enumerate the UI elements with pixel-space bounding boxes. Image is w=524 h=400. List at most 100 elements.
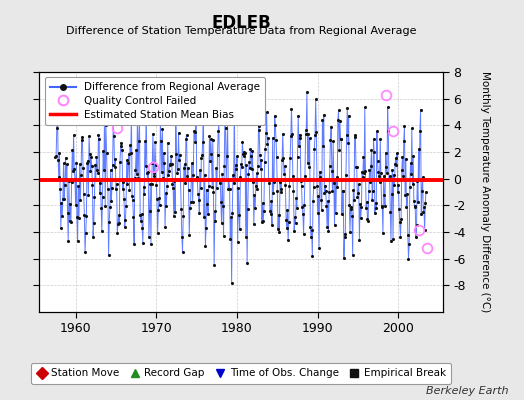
Point <box>139 239 147 246</box>
Point <box>84 192 93 198</box>
Point <box>220 232 228 239</box>
Point <box>330 222 339 228</box>
Point <box>137 211 146 217</box>
Point <box>100 112 108 118</box>
Point <box>347 204 355 210</box>
Point <box>128 192 136 199</box>
Point <box>249 179 257 186</box>
Point <box>163 182 171 189</box>
Point <box>331 176 340 182</box>
Point <box>133 171 141 178</box>
Point <box>130 175 139 181</box>
Point <box>173 170 181 176</box>
Point <box>114 212 123 218</box>
Point <box>413 178 421 184</box>
Point <box>292 194 300 201</box>
Point <box>328 168 336 174</box>
Point <box>93 167 101 173</box>
Point <box>196 184 205 191</box>
Point <box>225 177 233 184</box>
Point <box>247 153 255 159</box>
Point <box>139 184 148 190</box>
Point <box>256 152 264 158</box>
Point <box>122 203 130 209</box>
Point <box>154 230 162 236</box>
Point <box>194 197 203 203</box>
Point <box>391 155 400 161</box>
Point <box>306 224 314 230</box>
Point <box>56 186 64 192</box>
Point <box>258 218 266 225</box>
Point <box>128 197 137 203</box>
Point <box>220 163 228 170</box>
Point <box>297 182 305 189</box>
Point <box>208 150 216 157</box>
Point <box>172 151 181 157</box>
Point <box>378 203 386 210</box>
Point <box>391 161 399 168</box>
Point <box>88 182 96 188</box>
Point <box>278 157 286 164</box>
Point <box>214 128 222 135</box>
Point <box>95 136 103 142</box>
Point <box>246 145 255 152</box>
Point <box>400 123 409 130</box>
Point <box>68 147 77 153</box>
Point <box>180 161 189 167</box>
Point <box>263 109 271 116</box>
Point <box>54 157 62 164</box>
Point <box>420 227 429 233</box>
Point <box>414 146 423 152</box>
Point <box>182 132 191 138</box>
Point <box>374 158 382 165</box>
Point <box>94 132 103 138</box>
Point <box>416 128 424 134</box>
Point <box>157 138 165 144</box>
Point <box>384 128 392 135</box>
Point <box>276 179 284 185</box>
Point <box>76 196 84 203</box>
Point <box>73 238 82 244</box>
Point <box>408 181 417 188</box>
Point <box>255 126 264 133</box>
Point <box>294 113 302 119</box>
Point <box>137 218 145 224</box>
Point <box>334 116 342 123</box>
Point <box>81 249 89 255</box>
Point <box>339 188 347 194</box>
Point <box>62 176 70 182</box>
Point <box>344 139 352 146</box>
Point <box>126 142 134 148</box>
Point <box>394 188 402 195</box>
Point <box>281 182 290 188</box>
Point <box>283 207 292 213</box>
Point <box>284 237 292 243</box>
Point <box>389 172 398 178</box>
Point <box>80 212 89 218</box>
Point <box>270 113 279 119</box>
Point <box>124 160 132 166</box>
Point <box>279 155 288 161</box>
Point <box>106 204 114 210</box>
Point <box>63 161 71 167</box>
Point <box>101 203 110 210</box>
Point <box>324 198 332 204</box>
Point <box>144 176 152 183</box>
Point <box>291 219 300 226</box>
Point <box>406 160 414 166</box>
Point <box>111 156 119 163</box>
Point <box>166 162 174 168</box>
Legend: Station Move, Record Gap, Time of Obs. Change, Empirical Break: Station Move, Record Gap, Time of Obs. C… <box>31 363 451 384</box>
Point <box>201 243 210 249</box>
Point <box>318 117 326 123</box>
Point <box>221 125 230 131</box>
Point <box>129 214 138 220</box>
Point <box>313 182 321 189</box>
Point <box>307 233 315 240</box>
Point <box>272 136 280 143</box>
Point <box>314 192 323 199</box>
Point <box>53 104 62 111</box>
Point <box>394 181 402 188</box>
Point <box>227 280 236 286</box>
Point <box>377 170 385 176</box>
